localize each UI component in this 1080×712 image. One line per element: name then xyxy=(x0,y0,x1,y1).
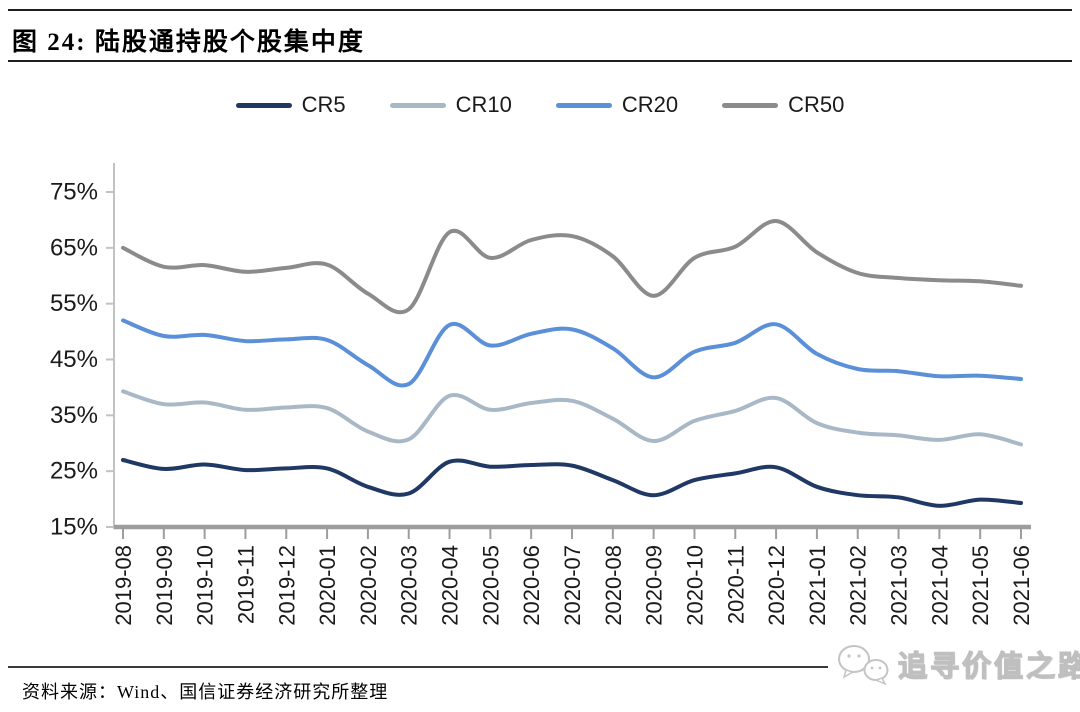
x-tick-label: 2021-03 xyxy=(887,545,912,626)
y-tick-label: 75% xyxy=(50,179,98,206)
source-note: 资料来源：Wind、国信证券经济研究所整理 xyxy=(22,682,389,702)
legend-item-cr10: CR10 xyxy=(389,92,512,117)
x-tick-label: 2020-07 xyxy=(560,545,585,626)
x-tick-label: 2021-05 xyxy=(968,545,993,626)
x-tick-label: 2020-10 xyxy=(682,545,707,626)
x-tick-label: 2020-06 xyxy=(519,545,544,626)
legend-label-cr20: CR20 xyxy=(621,92,679,117)
y-tick-label: 55% xyxy=(50,290,98,317)
legend-item-cr50: CR50 xyxy=(722,94,844,116)
series-line-cr50 xyxy=(121,219,1023,315)
x-tick-label: 2019-09 xyxy=(152,545,177,626)
x-tick-label: 2021-02 xyxy=(846,545,871,626)
chart-legend: CR5 CR10 CR20 CR50 xyxy=(0,94,1080,116)
x-tick-label: 2020-11 xyxy=(723,545,748,624)
x-tick-label: 2019-08 xyxy=(111,545,136,626)
legend-swatch-cr5 xyxy=(235,102,292,108)
y-tick-label: 65% xyxy=(50,234,98,261)
legend-swatch-cr50 xyxy=(722,102,779,108)
series-line-cr5 xyxy=(121,458,1023,508)
x-tick-label: 2020-12 xyxy=(764,545,789,626)
footer-rule xyxy=(8,666,1072,668)
series-line-cr20 xyxy=(121,318,1023,388)
x-tick-label: 2020-09 xyxy=(642,545,667,626)
series-line-cr10 xyxy=(121,389,1023,447)
x-tick-label: 2020-03 xyxy=(397,545,422,626)
watermark-text: 追寻价值之路 xyxy=(897,650,1080,683)
x-tick-label: 2019-10 xyxy=(193,545,218,626)
y-tick-label: 25% xyxy=(50,458,98,485)
x-tick-label: 2021-01 xyxy=(805,545,830,626)
legend-swatch-cr10 xyxy=(389,102,446,108)
title-underline-rule xyxy=(8,60,1072,62)
top-rule xyxy=(8,9,1072,11)
y-tick-label: 45% xyxy=(50,346,98,373)
watermark: 追寻价值之路 xyxy=(828,642,1080,686)
y-tick-label: 15% xyxy=(50,514,98,541)
legend-label-cr50: CR50 xyxy=(788,92,845,117)
x-axis: 2019-08 2019-09 2019-10 2019-11 2019-12 2020-… xyxy=(111,524,1034,626)
x-tick-label: 2020-05 xyxy=(478,545,503,626)
y-tick-label: 35% xyxy=(50,402,98,429)
y-axis: 15% 25% 35% 45% 55% 65% 75% xyxy=(50,163,115,541)
wechat-icon xyxy=(838,645,889,686)
legend-label-cr10: CR10 xyxy=(455,92,512,117)
x-tick-label: 2021-04 xyxy=(927,545,952,626)
x-tick-label: 2020-04 xyxy=(438,545,463,626)
legend-swatch-cr20 xyxy=(555,102,612,108)
legend-item-cr20: CR20 xyxy=(555,92,679,117)
x-tick-label: 2019-11 xyxy=(233,545,258,624)
x-tick-label: 2020-01 xyxy=(315,545,340,626)
x-tick-label: 2019-12 xyxy=(274,545,299,626)
figure-title: 图 24: 陆股通持股个股集中度 xyxy=(12,29,365,56)
legend-label-cr5: CR5 xyxy=(301,92,346,117)
x-tick-label: 2020-08 xyxy=(601,545,626,626)
x-tick-label: 2021-06 xyxy=(1009,545,1034,626)
legend-item-cr5: CR5 xyxy=(235,92,346,117)
x-tick-label: 2020-02 xyxy=(356,545,381,626)
